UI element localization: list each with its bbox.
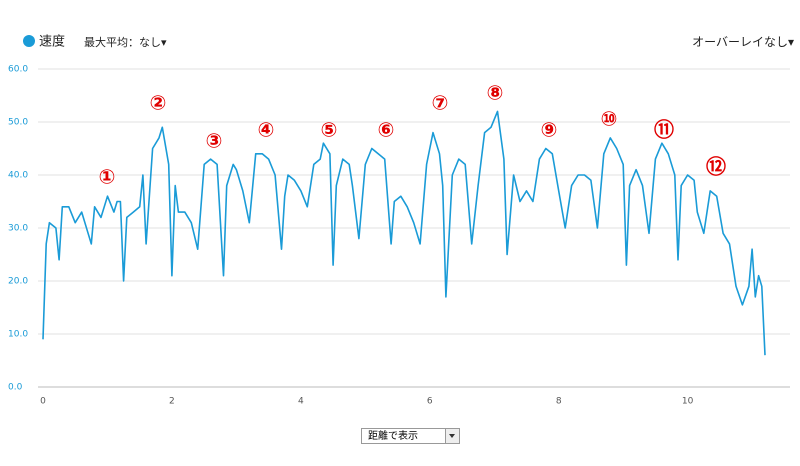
select-button[interactable]: [445, 429, 459, 443]
legend-marker: [23, 35, 35, 47]
y-tick-label: 30.0: [8, 224, 28, 234]
annotation: ⑧: [487, 81, 504, 105]
x-tick-label: 2: [169, 397, 175, 407]
legend-label[interactable]: 速度: [39, 34, 65, 50]
annotation: ⑫: [706, 155, 726, 179]
annotation: ⑨: [541, 118, 558, 142]
annotation: ⑦: [432, 91, 449, 115]
y-tick-label: 50.0: [8, 118, 28, 128]
y-tick-label: 10.0: [8, 330, 28, 340]
annotation: ⑥: [378, 118, 395, 142]
annotation: ⑪: [654, 118, 674, 142]
annotation: ①: [99, 165, 116, 189]
x-tick-label: 0: [40, 397, 46, 407]
speed-line: [42, 110, 766, 356]
annotation: ④: [258, 118, 275, 142]
y-tick-label: 0.0: [8, 383, 23, 393]
x-mode-select[interactable]: 距離で表示: [361, 428, 460, 444]
y-tick-label: 60.0: [8, 65, 28, 75]
max-average-menu[interactable]: 最大平均：なし▾: [84, 36, 167, 49]
x-tick-label: 4: [298, 397, 304, 407]
annotation: ⑤: [321, 118, 338, 142]
annotation: ③: [206, 129, 223, 153]
x-tick-label: 10: [682, 397, 694, 407]
annotation: ⑩: [601, 107, 618, 131]
y-tick-label: 20.0: [8, 277, 28, 287]
x-mode-label: 距離で表示: [368, 431, 418, 442]
x-tick-label: 8: [556, 397, 562, 407]
overlay-menu[interactable]: オーバーレイなし▾: [692, 35, 794, 49]
x-tick-label: 6: [427, 397, 433, 407]
annotation: ②: [150, 91, 167, 115]
y-tick-label: 40.0: [8, 171, 28, 181]
